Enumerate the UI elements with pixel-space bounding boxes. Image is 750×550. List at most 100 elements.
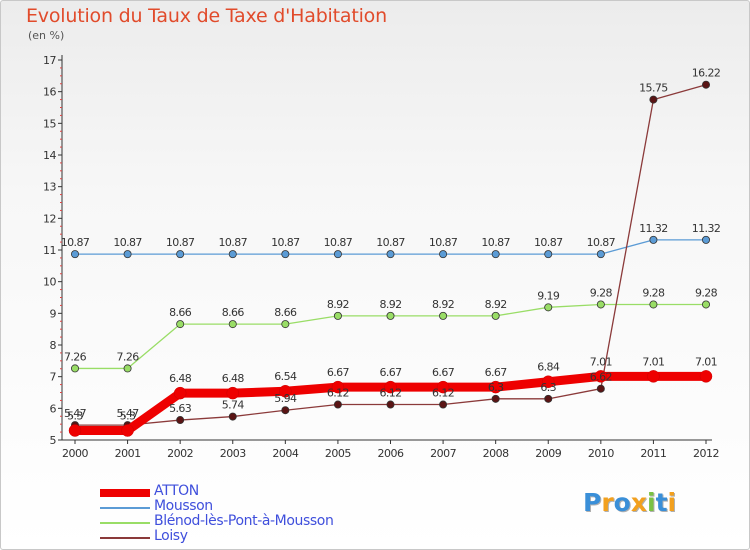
data-point-loisy [281,406,290,415]
data-point-mousson [333,250,342,259]
data-point-mousson [386,250,395,259]
data-label-loisy: 16.22 [692,67,721,80]
data-point-atton [647,370,660,383]
data-label-bl-nod-l-s-pont-mousson: 8.92 [379,298,401,311]
data-label-bl-nod-l-s-pont-mousson: 8.66 [222,306,245,319]
data-label-atton: 5.3 [120,410,136,423]
data-point-bl-nod-l-s-pont-mousson [544,303,553,312]
legend-label: ATTON [154,483,199,499]
data-label-atton: 6.84 [537,361,560,374]
x-tick-label: 2009 [535,447,561,460]
data-point-loisy [176,416,185,425]
data-label-loisy: 6.3 [540,381,556,394]
data-point-loisy [702,80,711,89]
data-point-atton [331,380,345,394]
data-point-mousson [228,250,237,259]
data-label-atton: 7.01 [695,355,717,368]
data-point-atton [121,424,134,437]
data-label-bl-nod-l-s-pont-mousson: 7.26 [64,350,87,363]
data-label-atton: 7.01 [642,355,664,368]
data-label-loisy: 5.63 [169,402,192,415]
legend-swatch [100,489,150,497]
data-point-mousson [71,250,80,259]
logo-letter: t [655,488,668,517]
data-label-mousson: 10.87 [429,236,458,249]
x-tick-label: 2000 [62,447,88,460]
y-tick-label: 13 [43,181,56,194]
data-point-atton [594,370,608,383]
x-tick-label: 2008 [483,447,509,460]
x-tick-label: 2004 [272,447,298,460]
data-label-atton: 7.01 [590,355,612,368]
data-point-atton [173,386,187,400]
y-tick-label: 5 [50,434,57,447]
x-tick-label: 2010 [588,447,614,460]
y-tick-label: 7 [50,371,57,384]
data-label-loisy: 6.12 [327,387,349,400]
data-point-bl-nod-l-s-pont-mousson [333,311,342,320]
data-label-atton: 6.48 [222,372,245,385]
logo-letter: i [647,488,656,517]
x-tick-label: 2006 [378,447,404,460]
data-label-atton: 6.67 [485,366,508,379]
data-point-loisy [228,412,237,421]
chart-subtitle: (en %) [28,29,65,42]
x-tick-label: 2005 [325,447,351,460]
data-label-loisy: 5.74 [222,399,245,412]
data-point-atton [542,375,555,388]
data-point-atton [226,386,239,400]
data-label-mousson: 11.32 [639,222,668,235]
data-label-loisy: 6.3 [488,381,504,394]
data-label-loisy: 15.75 [639,82,668,95]
data-label-loisy: 5.47 [64,407,87,420]
y-tick-label: 9 [50,307,57,320]
data-point-mousson [176,250,185,259]
series-lines [68,80,713,437]
data-point-atton [384,380,397,394]
data-label-atton: 6.67 [327,366,350,379]
data-point-bl-nod-l-s-pont-mousson [281,320,290,329]
data-point-bl-nod-l-s-pont-mousson [702,300,711,309]
data-label-mousson: 11.32 [692,222,721,235]
x-tick-label: 2007 [430,447,456,460]
legend-item: Mousson [100,498,400,515]
data-label-bl-nod-l-s-pont-mousson: 8.92 [327,298,349,311]
logo-letter: r [601,488,614,517]
data-label-mousson: 10.87 [271,236,300,249]
legend-label: Blénod-lès-Pont-à-Mousson [154,513,334,529]
data-point-bl-nod-l-s-pont-mousson [649,300,658,309]
data-label-mousson: 10.87 [376,236,405,249]
data-point-mousson [649,235,658,244]
x-tick-label: 2003 [220,447,246,460]
data-label-loisy: 6.12 [432,387,454,400]
data-label-bl-nod-l-s-pont-mousson: 7.26 [117,350,140,363]
data-point-loisy [491,394,500,403]
chart-title: Evolution du Taux de Taxe d'Habitation [26,5,387,27]
legend-swatch [100,522,150,524]
data-label-mousson: 10.87 [534,236,563,249]
data-label-loisy: 5.94 [274,392,297,405]
data-point-mousson [544,250,553,259]
legend-label: Mousson [154,498,213,514]
data-point-atton [68,424,82,437]
x-tick-label: 2001 [115,447,141,460]
data-label-atton: 6.67 [432,366,455,379]
data-point-bl-nod-l-s-pont-mousson [439,311,448,320]
data-point-loisy [544,394,553,403]
y-tick-label: 12 [43,212,56,225]
y-tick-label: 14 [43,149,56,162]
data-label-loisy: 5.47 [117,407,140,420]
data-point-loisy [596,384,605,393]
data-point-bl-nod-l-s-pont-mousson [491,311,500,320]
data-label-mousson: 10.87 [324,236,353,249]
legend-item: Blénod-lès-Pont-à-Mousson [100,513,400,530]
chart-axes: 5 6 7 8 9 10 11 12 13 14 15 16 17 2000 2001 2002 2003 200… [43,54,720,460]
data-label-loisy: 6.12 [379,387,401,400]
x-tick-label: 2002 [167,447,193,460]
legend-item: ATTON [100,483,400,500]
logo-letter: x [630,488,647,517]
data-point-bl-nod-l-s-pont-mousson [123,364,132,373]
data-label-bl-nod-l-s-pont-mousson: 8.92 [485,298,507,311]
data-label-mousson: 10.87 [219,236,248,249]
